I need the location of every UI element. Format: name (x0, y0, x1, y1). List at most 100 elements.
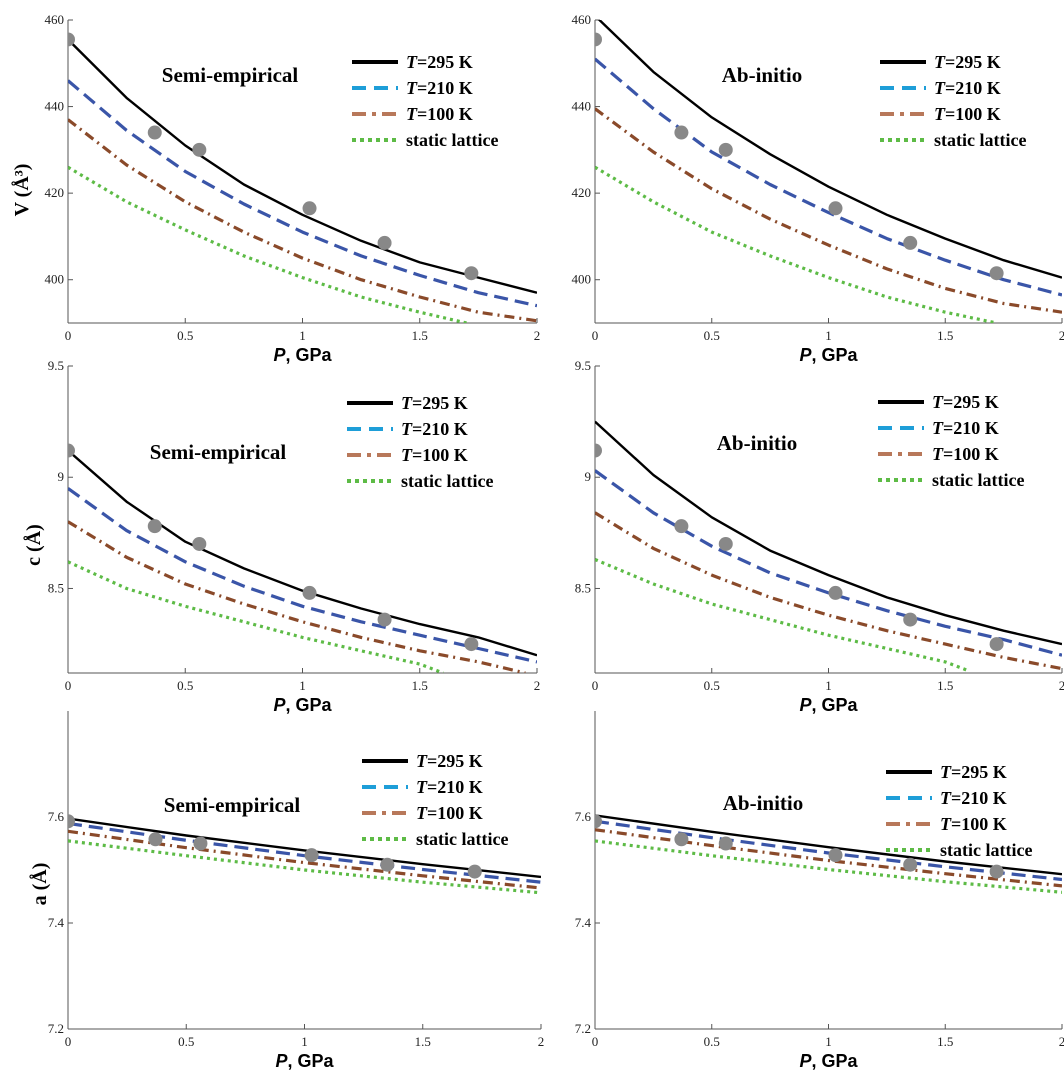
x-axis-label-var: P (275, 1051, 288, 1071)
legend-var: T (934, 52, 946, 72)
series-group (68, 443, 537, 673)
x-tick-label: 0 (592, 328, 599, 343)
legend-var: T (940, 814, 952, 834)
series-group (595, 20, 1062, 323)
data-point (464, 266, 479, 281)
data-point (718, 536, 733, 551)
legend-var: T (401, 393, 413, 413)
legend-text: =210 K (427, 777, 483, 797)
legend-var: T (934, 78, 946, 98)
x-tick-label: 2 (1059, 1034, 1064, 1049)
series-line-3 (68, 118, 537, 323)
y-tick-label: 9 (58, 469, 65, 484)
y-tick-label: 9 (585, 469, 592, 484)
x-axis-label: P, GPa (799, 345, 858, 365)
data-point (903, 857, 918, 872)
x-tick-label: 1 (299, 678, 306, 693)
legend-text: =210 K (951, 788, 1007, 808)
y-tick-label: 400 (572, 272, 592, 287)
series-line-2 (68, 487, 537, 664)
y-axis-label: V (Å³) (10, 164, 33, 217)
legend-text: =100 K (951, 814, 1007, 834)
y-tick-label: 7.2 (575, 1021, 591, 1036)
data-point (192, 536, 207, 551)
data-point (193, 836, 208, 851)
x-tick-label: 1 (825, 1034, 832, 1049)
data-point (192, 142, 207, 157)
data-point (302, 585, 317, 600)
x-axis-label-unit: , GPa (811, 695, 858, 715)
y-tick-label: 420 (572, 185, 592, 200)
x-tick-label: 1.5 (415, 1034, 431, 1049)
legend-label-4: static lattice (416, 829, 508, 849)
legend-var: T (940, 788, 952, 808)
data-point (304, 848, 319, 863)
x-axis-label-var: P (799, 1051, 812, 1071)
series-line-4 (595, 165, 997, 323)
x-axis-label-unit: , GPa (285, 345, 332, 365)
data-point (718, 836, 733, 851)
legend-var: T (406, 104, 418, 124)
legend-var: T (416, 777, 428, 797)
data-point (68, 32, 75, 47)
data-point (68, 814, 75, 829)
data-point (674, 832, 689, 847)
series-group (68, 32, 537, 323)
x-tick-label: 0.5 (177, 328, 193, 343)
series-line-3 (68, 520, 526, 673)
x-tick-label: 2 (534, 678, 541, 693)
x-tick-label: 0.5 (177, 678, 193, 693)
legend-text: =210 K (945, 78, 1001, 98)
x-tick-label: 0 (592, 1034, 599, 1049)
y-tick-label: 7.6 (575, 809, 592, 824)
series-line-3 (595, 107, 1062, 314)
data-point (718, 142, 733, 157)
legend-label-1: T=295 K (932, 392, 999, 412)
legend-label-4: static lattice (401, 471, 493, 491)
legend-text: =210 K (412, 419, 468, 439)
x-tick-label: 1 (825, 678, 832, 693)
x-axis-label-unit: , GPa (811, 345, 858, 365)
data-point (674, 125, 689, 140)
x-tick-label: 0 (65, 678, 72, 693)
data-point (989, 266, 1004, 281)
series-line-2 (595, 469, 1062, 657)
series-line-2 (595, 819, 1062, 882)
x-axis-label-unit: , GPa (811, 1051, 858, 1071)
x-axis-label-unit: , GPa (285, 695, 332, 715)
legend-label-1: T=295 K (406, 52, 473, 72)
data-point (674, 519, 689, 534)
chart-panel-3: 0 0.5 1 1.5 2 8.5 9 9.5 P, GPa c (Å) Semi-empirica… (22, 358, 540, 715)
series-line-1 (595, 420, 1062, 646)
legend-text: =295 K (943, 392, 999, 412)
legend-text: static lattice (401, 471, 493, 491)
legend-label-1: T=295 K (401, 393, 468, 413)
data-point (828, 585, 843, 600)
legend-var: T (932, 418, 944, 438)
legend-label-3: T=100 K (416, 803, 483, 823)
legend-text: =100 K (417, 104, 473, 124)
legend-text: =295 K (417, 52, 473, 72)
legend-var: T (940, 762, 952, 782)
series-line-4 (68, 560, 444, 673)
chart-title: Ab-initio (722, 63, 803, 87)
y-tick-label: 440 (45, 99, 65, 114)
data-point (377, 612, 392, 627)
data-point (377, 235, 392, 250)
x-axis-label: P, GPa (799, 1051, 858, 1071)
y-tick-label: 400 (45, 272, 65, 287)
legend-var: T (416, 803, 428, 823)
y-tick-label: 7.4 (48, 915, 65, 930)
x-axis-label-var: P (799, 345, 812, 365)
x-tick-label: 1.5 (937, 678, 953, 693)
x-axis-label-unit: , GPa (287, 1051, 334, 1071)
legend-label-4: static lattice (934, 130, 1026, 150)
legend-text: =210 K (943, 418, 999, 438)
series-line-1 (68, 817, 541, 879)
x-axis-label: P, GPa (273, 695, 332, 715)
series-line-1 (597, 20, 1062, 279)
